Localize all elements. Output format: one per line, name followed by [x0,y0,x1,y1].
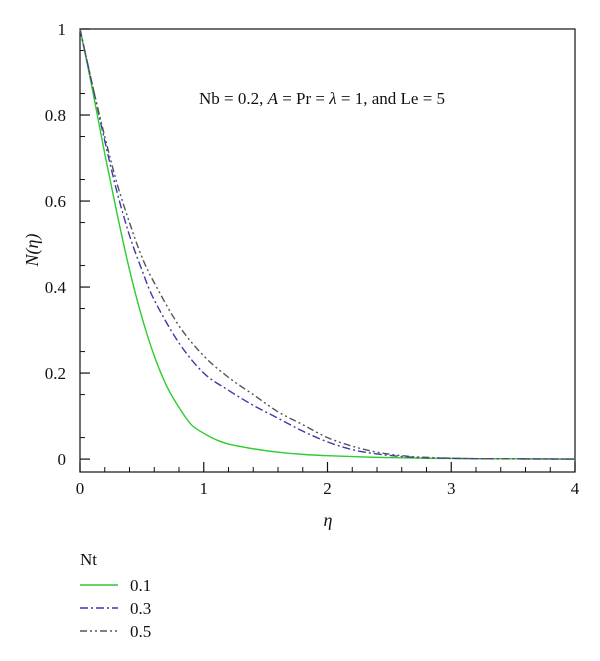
annotation-part-1: A [267,89,279,108]
y-tick-label-1: 0.2 [45,364,66,383]
legend-items: 0.1 0.3 0.5 [80,576,151,641]
annotation-part-4: = 1, and Le = 5 [337,89,445,108]
x-tick-label-1: 1 [200,479,209,498]
y-tick-label-5: 1 [58,20,67,39]
annotation-part-0: Nb = 0.2, [199,89,268,108]
annotation-part-2: = Pr = [278,89,329,108]
y-tick-label-0: 0 [58,450,67,469]
y-axis-title: N(η) [22,234,43,268]
x-tick-label-0: 0 [76,479,85,498]
x-tick-label-2: 2 [323,479,332,498]
annotation-text: Nb = 0.2, A = Pr = λ = 1, and Le = 5 [199,89,445,108]
x-tick-label-3: 3 [447,479,456,498]
y-tick-label-3: 0.6 [45,192,66,211]
legend-label-2: 0.5 [130,622,151,641]
legend-label-1: 0.3 [130,599,151,618]
annotation-part-3: λ [328,89,336,108]
x-tick-label-4: 4 [571,479,580,498]
ticks [79,28,576,472]
y-tick-label-4: 0.8 [45,106,66,125]
series-line-2 [79,28,576,460]
series-line-0 [79,28,576,460]
y-tick-label-2: 0.4 [45,278,67,297]
legend-label-0: 0.1 [130,576,151,595]
legend-title: Nt [80,550,97,569]
x-axis-title: η [324,510,333,530]
tick-labels: 0 1 2 3 4 0 0.2 0.4 0.6 0.8 1 [45,20,580,498]
series-group [79,28,576,460]
